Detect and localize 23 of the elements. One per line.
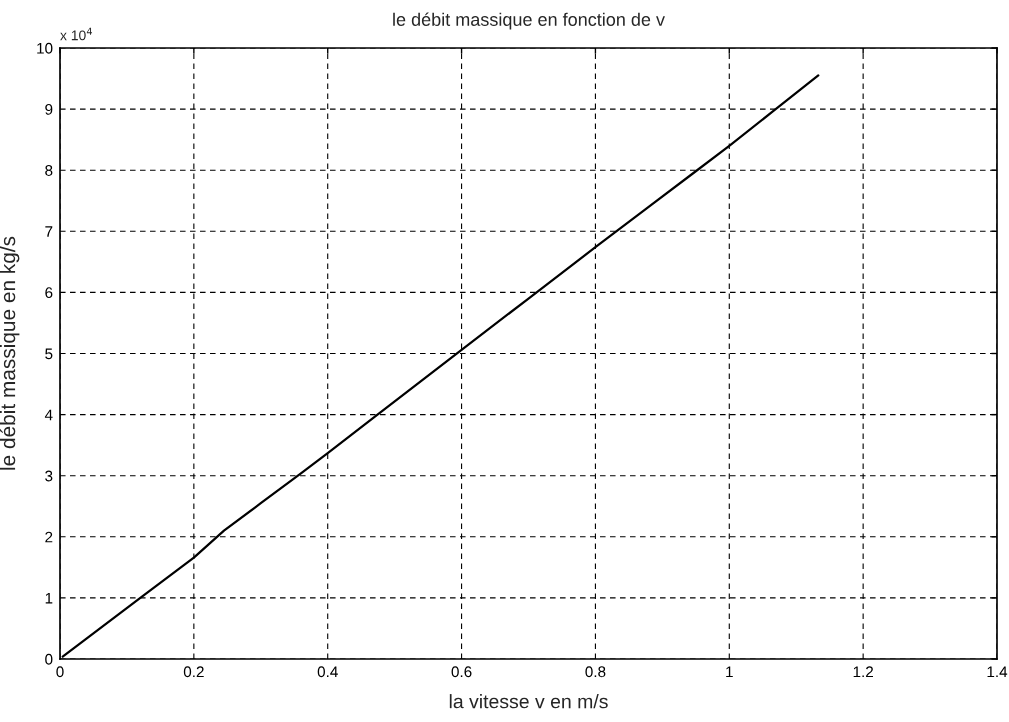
x-tick-label: 1 [726,666,733,678]
chart-title: le débit massique en fonction de v [393,12,665,30]
y-tick-label: 6 [45,287,53,299]
x-tick-label: 0.4 [317,666,338,678]
x-tick-label: 0.8 [585,666,606,678]
x-tick-label: 0.2 [183,666,204,678]
y-tick-label: 3 [45,470,53,482]
y-axis-title: le débit massique en kg/s [0,236,20,470]
y-tick-label: 9 [45,103,53,115]
x-tick-label: 1.4 [987,666,1008,678]
y-tick-label: 2 [45,531,53,543]
x-tick-label: 0.6 [451,666,472,678]
x-axis-title: la vitesse v en m/s [449,694,608,709]
y-tick-label: 0 [45,653,53,665]
y-tick-label: 4 [44,409,53,421]
x-tick-label: 1.2 [853,666,873,678]
y-tick-label: 1 [45,592,53,604]
y-tick-label: 10 [37,42,53,54]
y-tick-label: 5 [45,348,53,360]
x-tick-label: 0 [56,666,64,678]
y-tick-label: 7 [45,226,53,237]
text: x 10$^{4}$ [60,27,93,41]
y-tick-label: 8 [45,165,53,176]
